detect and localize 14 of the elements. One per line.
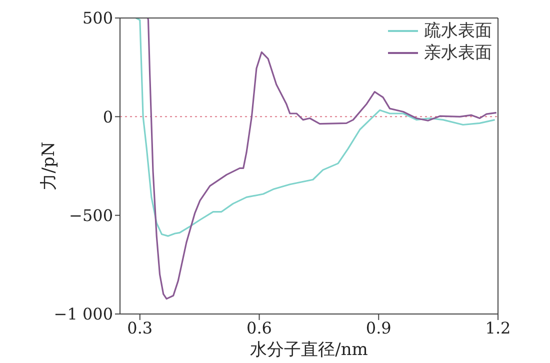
- x-tick-label: 0.3: [127, 318, 153, 338]
- y-tick-label: −500: [69, 206, 113, 226]
- x-tick-label: 0.6: [246, 318, 272, 338]
- line-series: [147, 18, 498, 300]
- legend-label: 疏水表面: [424, 20, 492, 42]
- y-tick-label: −1 000: [54, 304, 113, 324]
- legend-label: 亲水表面: [424, 42, 492, 64]
- y-tick-label: 0: [102, 107, 113, 126]
- x-tick-label: 1.2: [485, 318, 511, 338]
- x-tick-label: 0.9: [366, 318, 392, 338]
- y-tick-label: 500: [82, 8, 113, 28]
- line-series: [135, 18, 496, 237]
- x-axis-title: 水分子直径/nm: [250, 340, 368, 360]
- y-axis-title: 力/pN: [39, 142, 60, 190]
